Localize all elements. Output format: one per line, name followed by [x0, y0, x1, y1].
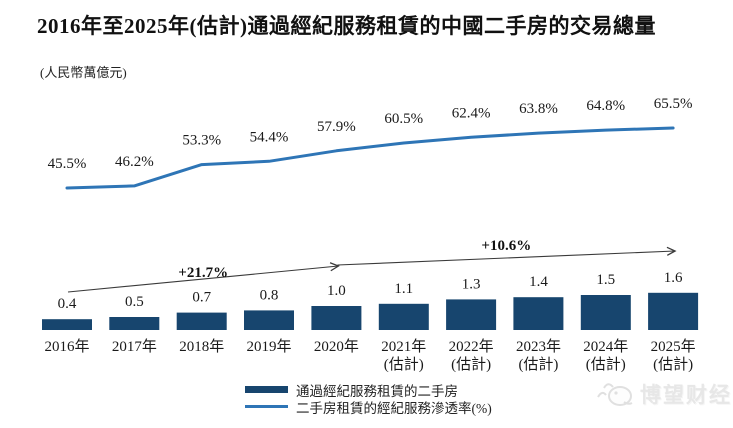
x-axis-label: 2021年 — [381, 338, 426, 355]
percentage-label: 46.2% — [115, 154, 154, 170]
growth-rate-label: +21.7% — [178, 265, 228, 281]
legend: 通過經紀服務租賃的二手房 二手房租賃的經紀服務滲透率(%) — [245, 381, 492, 416]
percentage-label: 60.5% — [384, 111, 423, 127]
bar-value-label: 1.6 — [664, 270, 683, 286]
x-axis-label: 2023年 — [516, 338, 561, 355]
bar — [109, 317, 160, 330]
bar-value-label: 1.0 — [327, 283, 346, 299]
percentage-label: 63.8% — [519, 101, 558, 117]
x-axis-label-suffix: (估計) — [518, 356, 558, 373]
bar-value-label: 1.3 — [462, 276, 481, 292]
bar — [446, 299, 497, 330]
percentage-label: 57.9% — [317, 119, 356, 135]
bar — [378, 303, 429, 330]
growth-rate-label: +10.6% — [481, 238, 531, 254]
percentage-label: 65.5% — [654, 96, 693, 112]
bar-value-label: 1.4 — [529, 274, 548, 290]
x-axis-label-suffix: (估計) — [451, 356, 491, 373]
x-axis-label-suffix: (估計) — [384, 356, 424, 373]
x-axis-label-suffix: (估計) — [653, 356, 693, 373]
watermark: 博望财经 — [594, 378, 732, 410]
percentage-label: 62.4% — [452, 105, 491, 121]
bar-value-label: 0.4 — [58, 296, 77, 312]
x-axis-label: 2018年 — [179, 338, 224, 355]
chart-title: 2016年至2025年(估計)通過經紀服務租賃的中國二手房的交易總量 — [37, 14, 656, 38]
bar — [176, 312, 227, 330]
bar — [311, 306, 362, 330]
legend-label: 通過經紀服務租賃的二手房 — [296, 383, 458, 399]
bar-value-label: 0.8 — [260, 287, 279, 303]
x-axis-label: 2016年 — [44, 338, 89, 355]
x-axis-label-suffix: (估計) — [586, 356, 626, 373]
legend-item-line-series: 二手房租賃的經紀服務滲透率(%) — [245, 398, 492, 416]
bar — [42, 319, 92, 330]
growth-arrow — [337, 246, 677, 266]
growth-arrow — [67, 262, 340, 293]
legend-item-bar-series: 通過經紀服務租賃的二手房 — [245, 381, 492, 399]
bar-value-label: 1.5 — [596, 272, 615, 288]
percentage-label: 45.5% — [48, 156, 87, 172]
penetration-rate-line — [65, 126, 675, 190]
legend-label: 二手房租賃的經紀服務滲透率(%) — [296, 400, 492, 416]
bar-series-swatch — [245, 386, 288, 393]
axis-unit-label: (人民幣萬億元) — [40, 65, 127, 80]
bar — [580, 295, 631, 330]
x-axis-label: 2017年 — [112, 338, 157, 355]
bar-value-label: 0.7 — [192, 290, 211, 306]
bar — [648, 292, 699, 330]
bar-value-label: 0.5 — [125, 294, 144, 310]
mascot-doodle-icon — [597, 383, 633, 406]
x-axis-label: 2024年 — [583, 338, 628, 355]
bar — [513, 297, 564, 330]
bar — [244, 310, 294, 330]
percentage-label: 54.4% — [250, 129, 289, 145]
x-axis-label: 2025年 — [651, 338, 696, 355]
watermark-text: 博望财经 — [640, 384, 732, 407]
percentage-label: 64.8% — [586, 98, 625, 114]
x-axis-label: 2022年 — [449, 338, 494, 355]
x-axis-label: 2020年 — [314, 338, 359, 355]
x-axis-label: 2019年 — [247, 338, 292, 355]
line-series-swatch — [245, 405, 288, 408]
percentage-label: 53.3% — [182, 133, 221, 149]
bar-value-label: 1.1 — [394, 281, 413, 297]
